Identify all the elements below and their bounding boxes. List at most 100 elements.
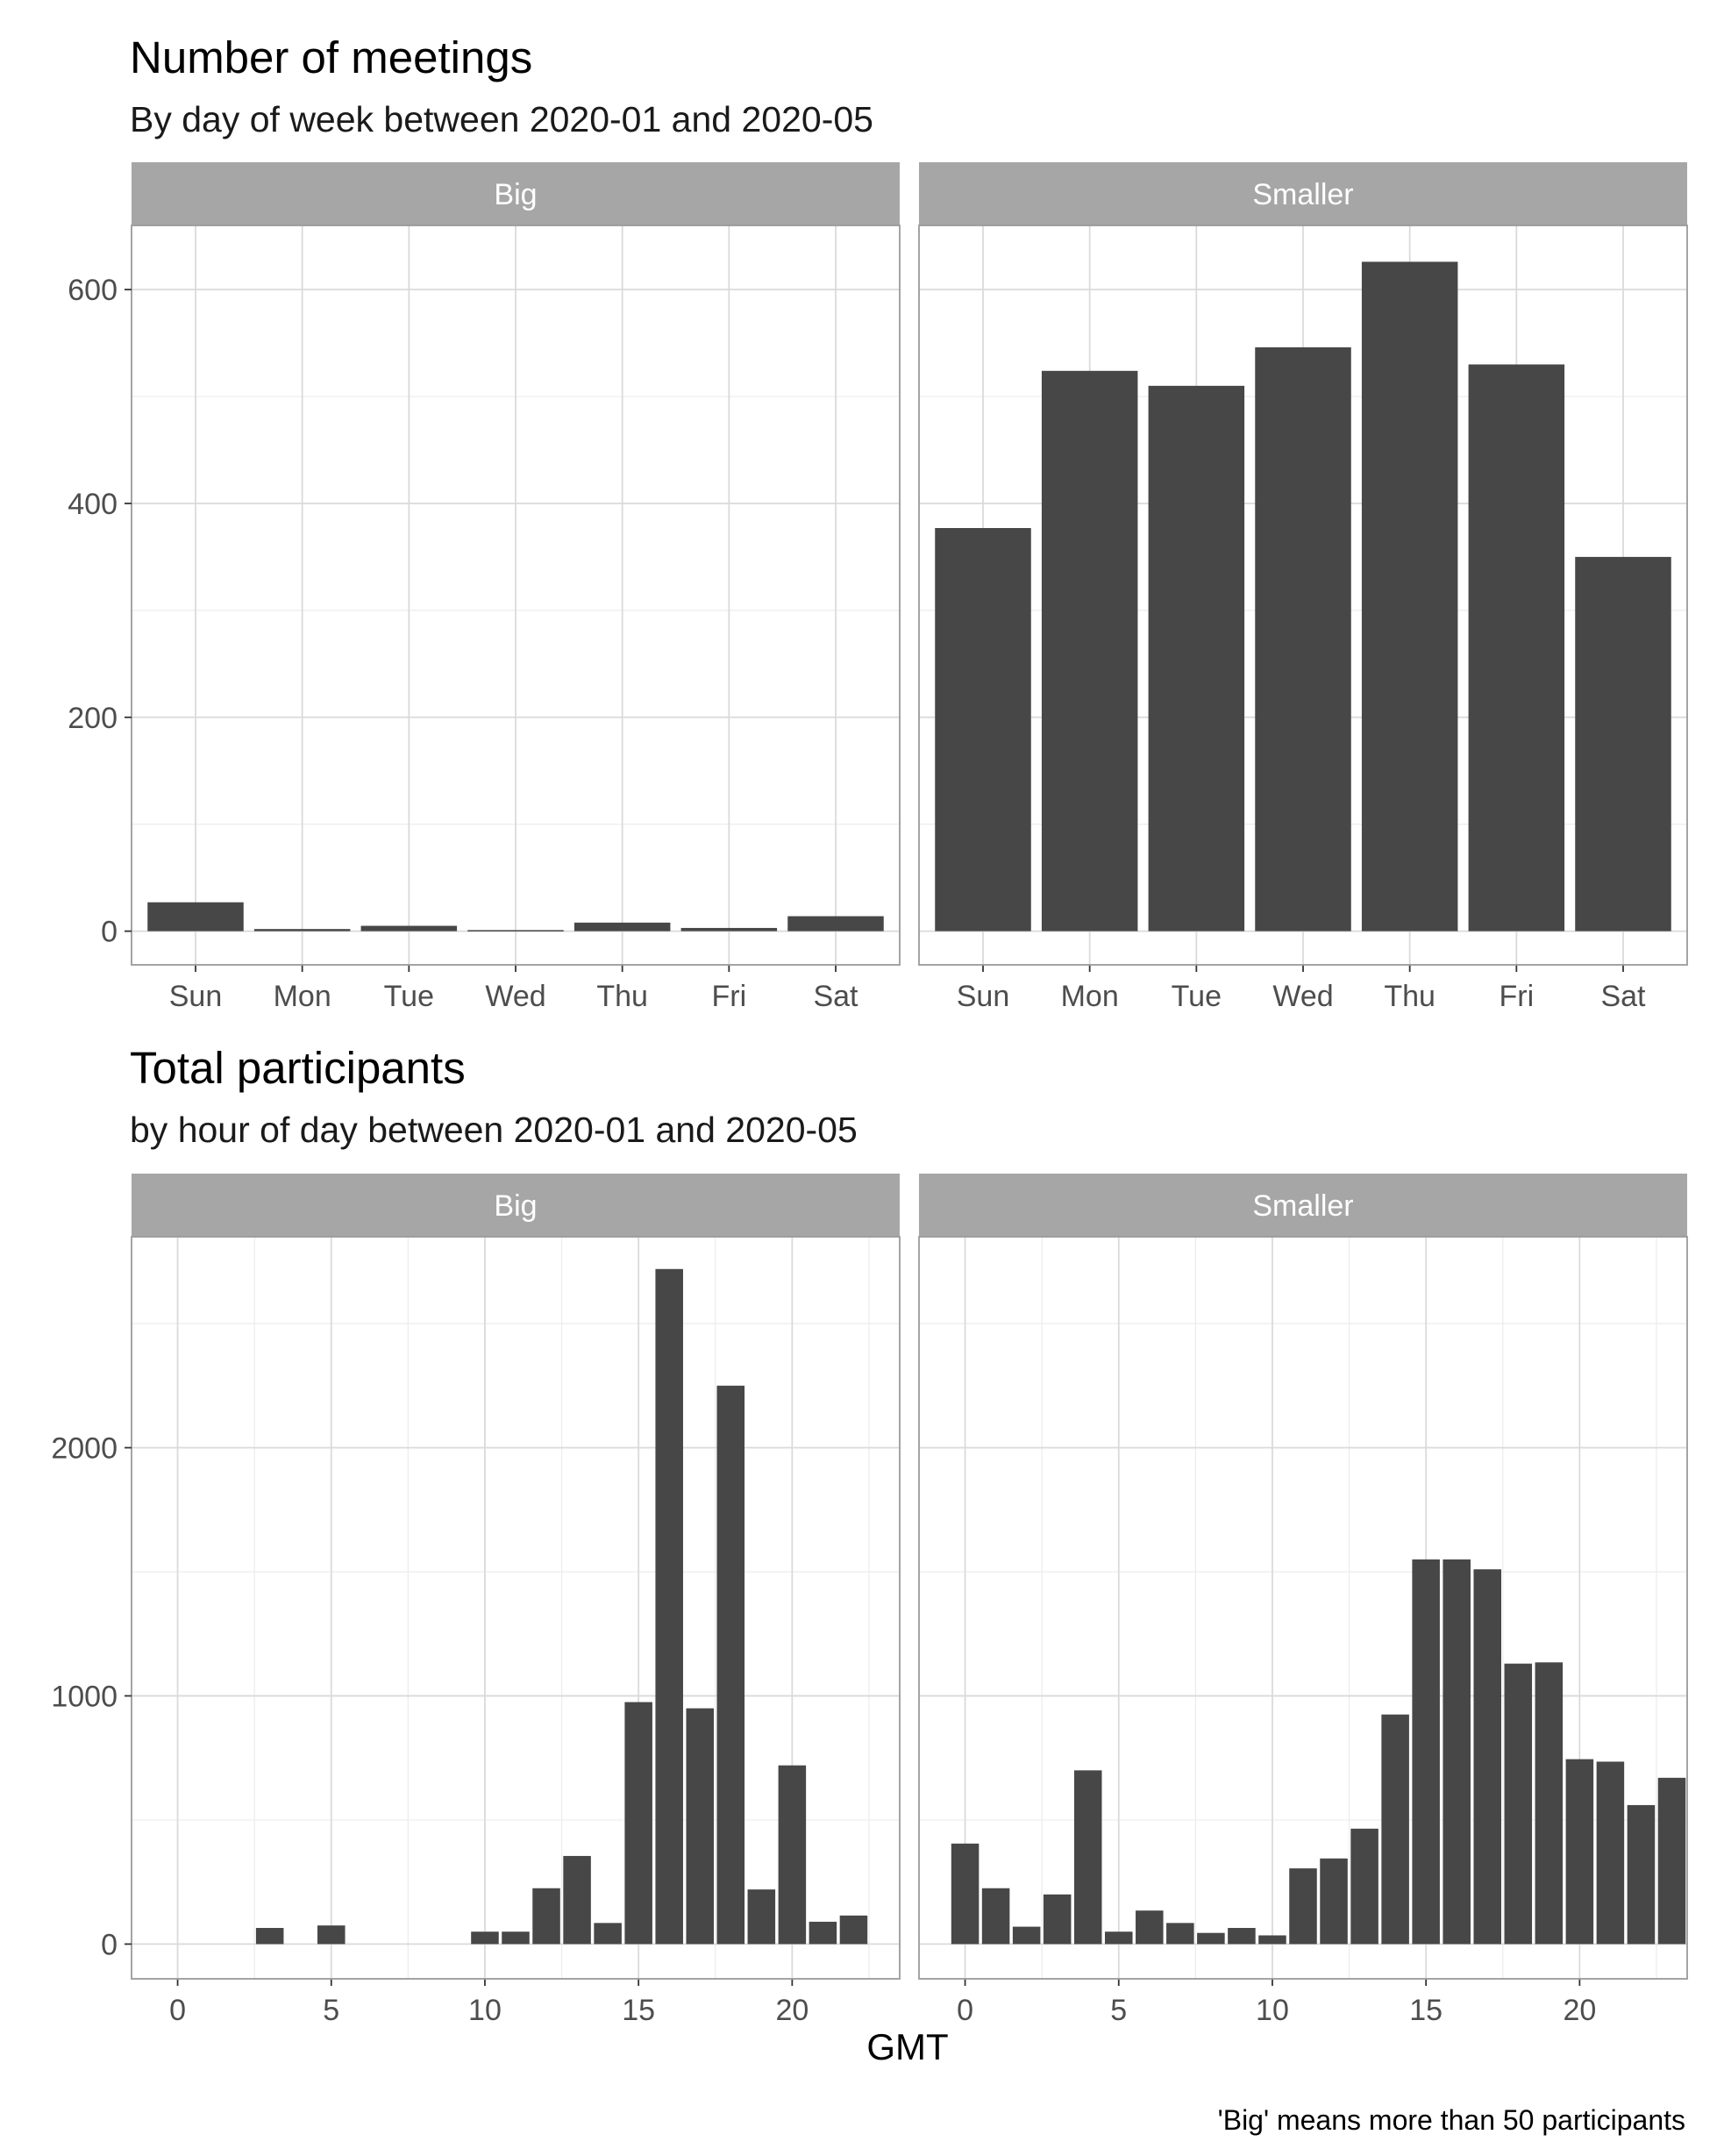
x-tick-label: 20	[775, 1994, 809, 2027]
y-tick-label: 0	[101, 1928, 118, 1961]
bar	[951, 1843, 980, 1945]
bar	[253, 929, 351, 932]
bar	[594, 1923, 622, 1945]
bar	[1043, 1894, 1072, 1945]
x-tick-label: 5	[323, 1994, 339, 2027]
bar	[686, 1708, 715, 1945]
chart-2-facet-smaller: Smaller 0 5 10 15 20	[918, 1174, 1688, 2027]
panel-border	[131, 1236, 901, 1980]
bar	[573, 922, 671, 932]
bar	[1041, 370, 1138, 932]
bar	[1596, 1761, 1625, 1945]
bar	[1468, 364, 1565, 932]
chart-2-facet-smaller-label: Smaller	[1252, 1189, 1353, 1223]
x-tick-label: Thu	[596, 980, 648, 1013]
bar	[255, 1927, 284, 1945]
panel-border	[918, 225, 1688, 966]
chart-1-facet-big-label: Big	[494, 178, 537, 211]
panel-border	[918, 1236, 1688, 1980]
y-tick-label: 600	[68, 274, 118, 307]
bar	[360, 925, 458, 932]
chart-1-subtitle: By day of week between 2020-01 and 2020-…	[130, 99, 873, 139]
chart-2-facet-smaller-panel: 0 5 10 15 20	[918, 1236, 1688, 2027]
chart-2-facet-big: Big 0 5 10 15 20	[131, 1174, 901, 2027]
bar	[1073, 1770, 1102, 1945]
x-tick-label: Sun	[169, 980, 223, 1013]
bar	[471, 1931, 499, 1945]
bar	[935, 528, 1031, 932]
x-tick-label: 10	[1256, 1994, 1289, 2027]
bar	[502, 1931, 530, 1945]
bar	[1535, 1662, 1564, 1945]
chart-1-facet-big-panel: Sun Mon Tue Wed Thu Fri Sat	[131, 225, 901, 1013]
chart-2-facet-big-label: Big	[494, 1189, 537, 1223]
bar	[1197, 1932, 1225, 1945]
bar	[680, 927, 778, 932]
chart-2-title: Total participants	[130, 1043, 466, 1093]
bar	[1657, 1777, 1686, 1945]
bar	[563, 1855, 591, 1945]
y-tick-label: 1000	[51, 1680, 118, 1713]
bar	[716, 1385, 745, 1945]
x-tick-label: 0	[169, 1994, 186, 2027]
x-tick-label: Sat	[1600, 980, 1646, 1013]
bar	[317, 1925, 346, 1945]
x-tick-label: Wed	[1272, 980, 1333, 1013]
bar	[1166, 1923, 1194, 1945]
chart-1-facet-smaller: Smaller Sun Mon Tue Wed Thu Fri Sat	[918, 162, 1688, 1013]
bar	[1148, 385, 1245, 932]
x-tick-label: Thu	[1384, 980, 1435, 1013]
bar	[981, 1888, 1010, 1945]
bar	[1012, 1926, 1041, 1945]
bar	[787, 916, 884, 932]
panel-background	[132, 1237, 900, 1979]
y-tick-label: 400	[68, 488, 118, 521]
x-tick-label: Fri	[1500, 980, 1535, 1013]
chart-1-facet-smaller-label: Smaller	[1252, 178, 1353, 211]
bar	[655, 1268, 683, 1945]
bar	[747, 1889, 776, 1945]
bar	[532, 1888, 560, 1945]
x-tick-label: Mon	[274, 980, 331, 1013]
bar	[1361, 261, 1458, 932]
bar	[1350, 1828, 1378, 1945]
x-tick-label: 5	[1110, 1994, 1127, 2027]
bar	[809, 1921, 837, 1945]
x-tick-label: Tue	[1172, 980, 1222, 1013]
x-tick-label: 20	[1563, 1994, 1596, 2027]
x-tick-label: 15	[1409, 1994, 1443, 2027]
y-tick-label: 0	[101, 916, 118, 949]
chart-1-facet-big-strip	[132, 162, 900, 225]
chart-1-facet-smaller-panel: Sun Mon Tue Wed Thu Fri Sat	[918, 225, 1688, 1013]
x-tick-label: Sat	[813, 980, 858, 1013]
chart-2-facet-smaller-strip	[919, 1174, 1687, 1237]
panel-border	[131, 225, 901, 966]
chart-1-y-axis: 0 200 400 600	[68, 274, 132, 949]
x-tick-label: 10	[468, 1994, 502, 2027]
x-tick-label: 15	[622, 1994, 655, 2027]
y-tick-label: 2000	[51, 1432, 118, 1466]
bar	[1565, 1759, 1594, 1945]
bar	[1575, 556, 1671, 932]
bar	[778, 1765, 807, 1945]
bar	[1412, 1559, 1440, 1945]
x-tick-label: Tue	[384, 980, 434, 1013]
figure-caption: 'Big' means more than 50 participants	[1218, 2104, 1685, 2136]
chart-2-subtitle: by hour of day between 2020-01 and 2020-…	[130, 1110, 858, 1150]
bar	[1136, 1910, 1164, 1945]
y-tick-label: 200	[68, 702, 118, 735]
bar	[1627, 1804, 1656, 1945]
x-tick-label: Wed	[485, 980, 545, 1013]
chart-2-x-axis-title: GMT	[866, 2026, 948, 2067]
chart-2-facet-big-panel: 0 5 10 15 20	[131, 1236, 901, 2027]
chart-1-title: Number of meetings	[130, 32, 532, 82]
bar	[1258, 1935, 1286, 1945]
bar	[624, 1702, 652, 1945]
bar	[1443, 1559, 1471, 1945]
bar	[839, 1915, 868, 1945]
bar	[467, 930, 564, 932]
bar	[1255, 346, 1351, 932]
bar	[147, 902, 244, 932]
chart-1-facet-smaller-strip	[919, 162, 1687, 225]
